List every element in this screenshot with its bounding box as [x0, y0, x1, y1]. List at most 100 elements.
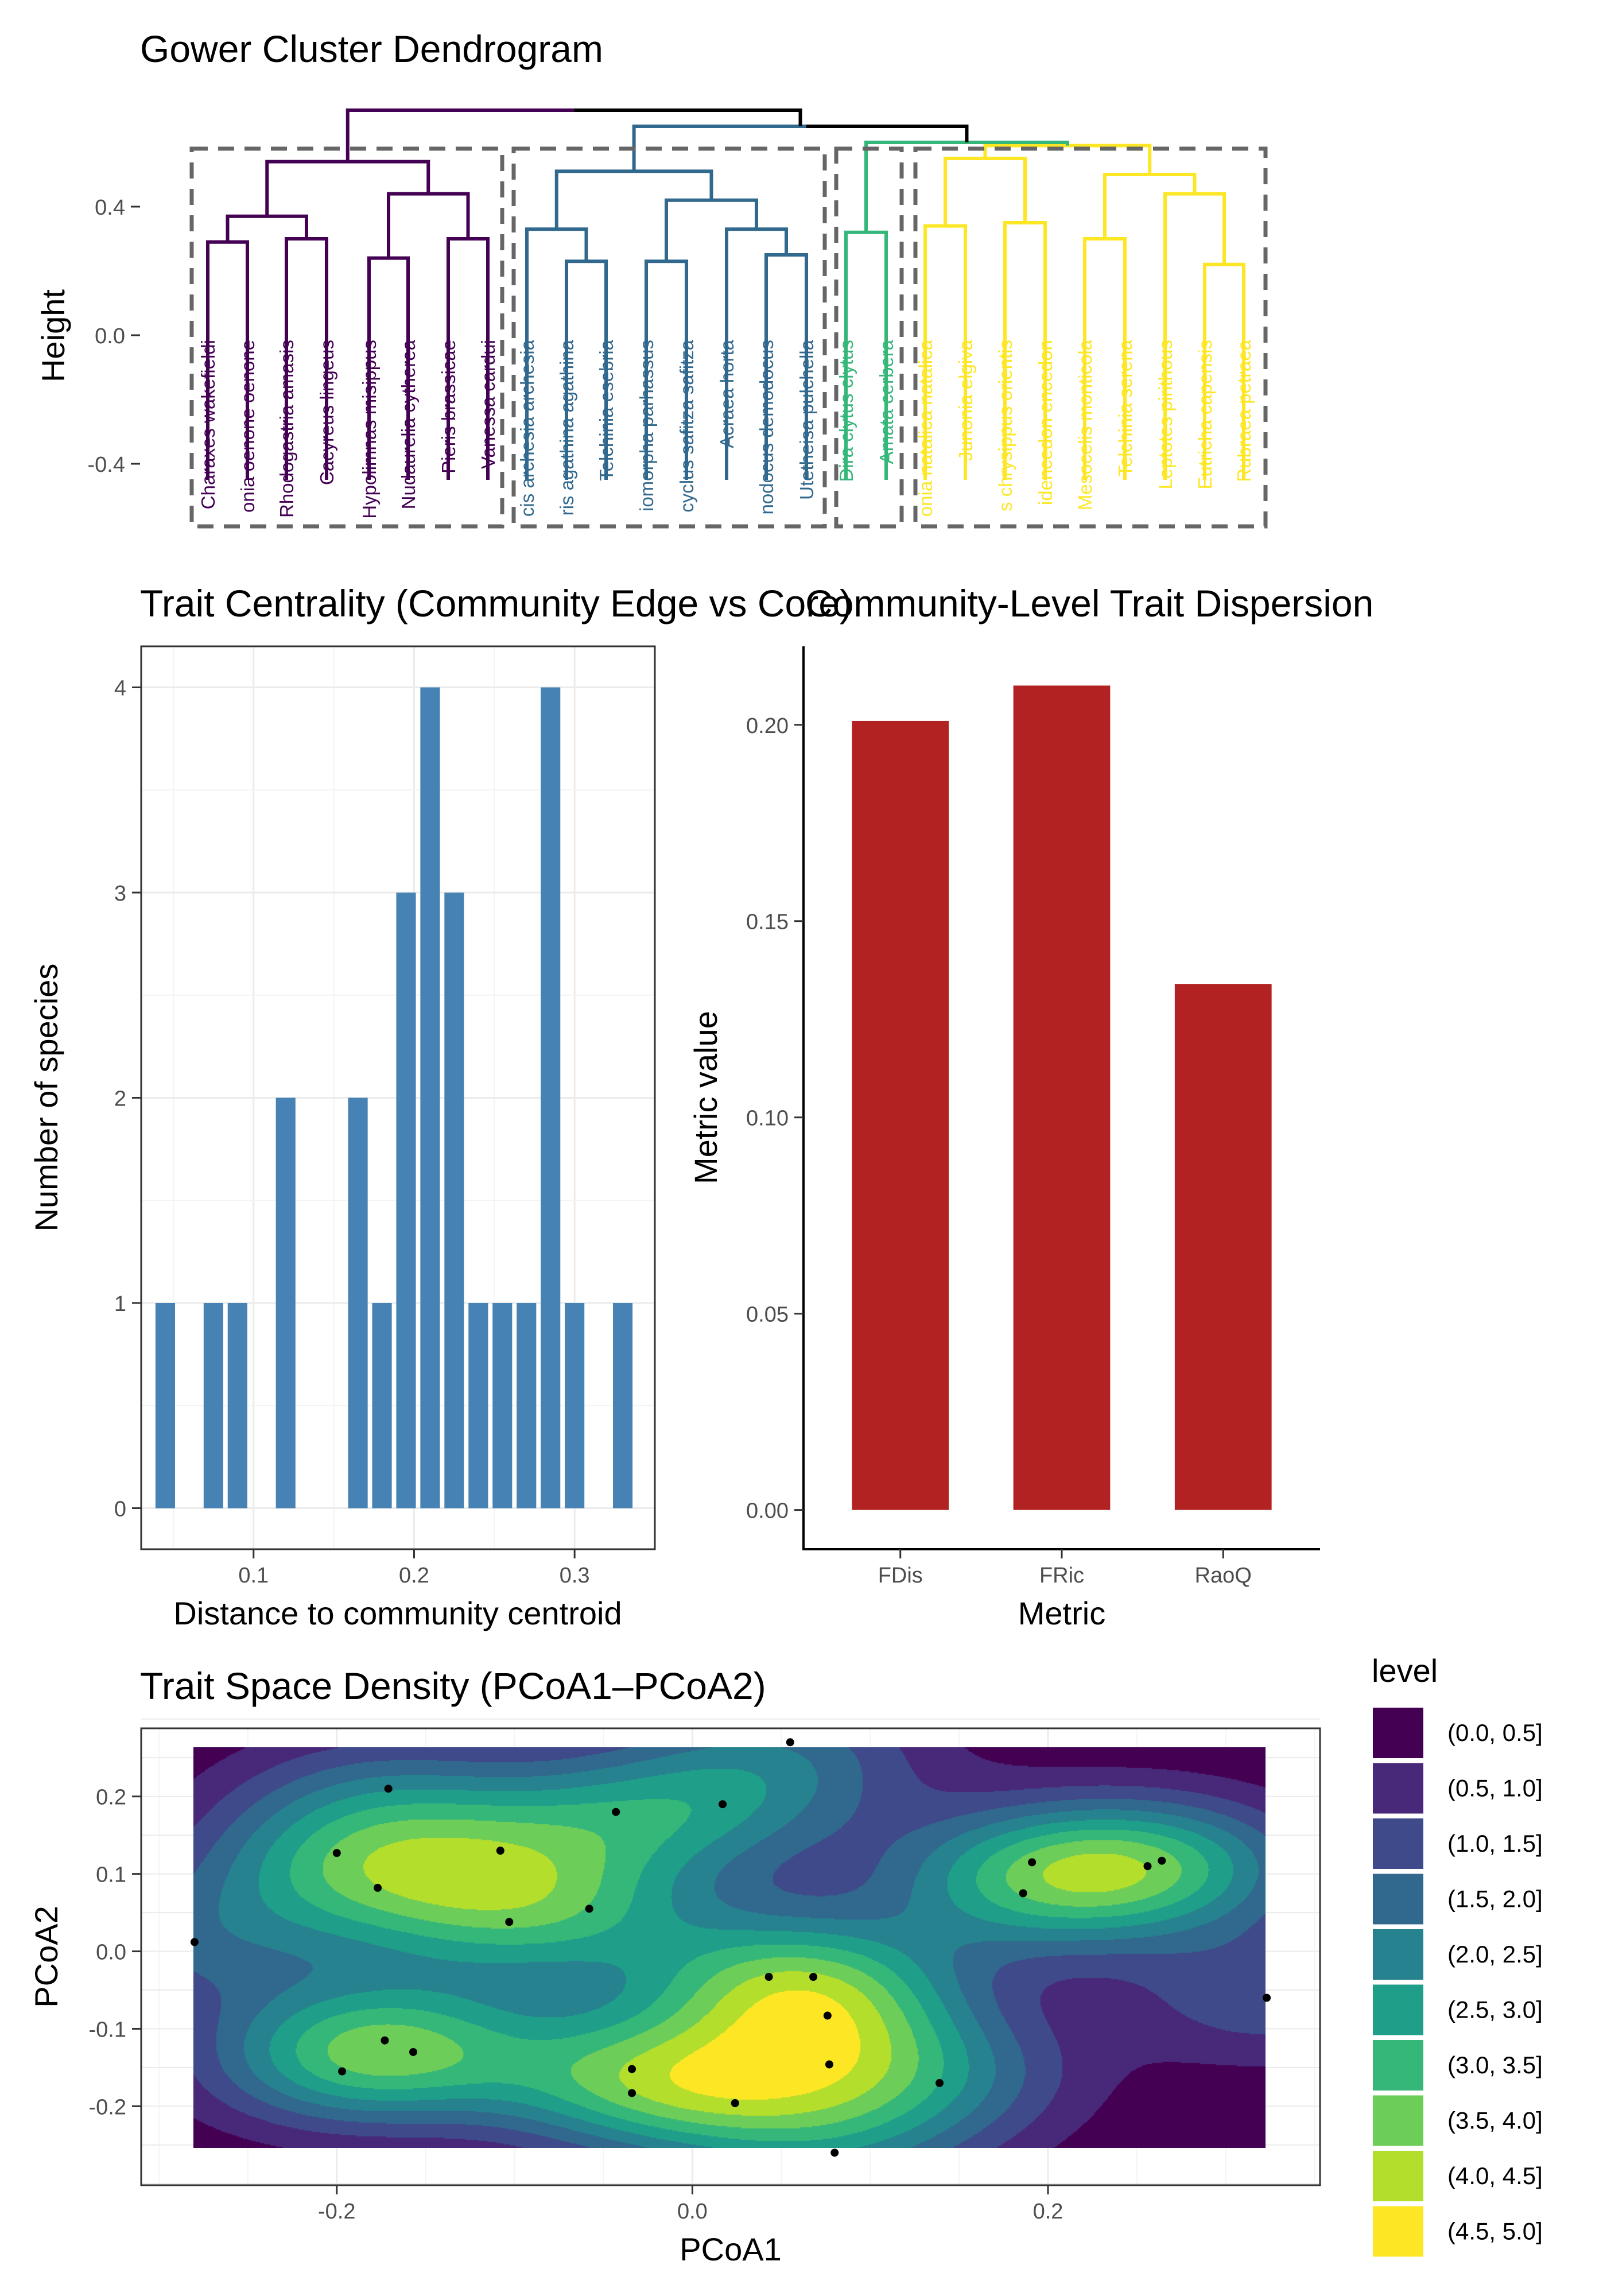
histogram-x-label: Distance to community centroid	[173, 1595, 622, 1631]
dendrogram-y-axis: 0.4 0.0 -0.4	[88, 196, 140, 477]
histogram-bar	[468, 1303, 488, 1508]
density-y-label: PCoA2	[28, 1906, 64, 2007]
histogram-bars	[155, 687, 633, 1508]
dendrogram-leaf-label: iomorpha parhassus	[636, 340, 657, 511]
dendrogram-leaf-label: cyclus safitza safitza	[676, 339, 697, 512]
histogram-bar	[396, 893, 416, 1508]
centrality-histogram-panel: Trait Centrality (Community Edge vs Core…	[28, 582, 852, 1631]
dispersion-y-tick-label: 0.00	[746, 1499, 789, 1523]
dendrogram-branch	[806, 125, 969, 142]
density-point	[585, 1905, 593, 1913]
histogram-bar	[444, 893, 464, 1508]
density-y-tick-label: -0.1	[89, 2018, 126, 2042]
density-point	[628, 2065, 636, 2073]
density-point	[825, 2060, 833, 2069]
dendrogram-y-tick-label: 0.4	[95, 196, 125, 220]
dendrogram-leaf-label: Telchinia esebria	[596, 339, 617, 480]
legend-label: (3.5, 4.0]	[1447, 2107, 1543, 2134]
dendrogram-leaf-label: Charaxes wakefieldi	[197, 340, 219, 509]
dispersion-x-label: Metric	[1018, 1595, 1105, 1631]
dendrogram-cluster-boxes	[189, 146, 1268, 529]
histogram-axis-ticks: 0.1 0.2 0.3 0 1 2 3 4	[114, 677, 590, 1588]
dendrogram-leaf-label: Acraea horta	[716, 339, 737, 448]
histogram-bar	[372, 1303, 392, 1508]
histogram-bar	[613, 1303, 633, 1508]
legend-label: (4.5, 5.0]	[1447, 2218, 1543, 2245]
histogram-y-tick-label: 2	[114, 1087, 126, 1111]
histogram-y-label: Number of species	[28, 964, 64, 1232]
density-point	[764, 1973, 773, 1981]
dispersion-x-tick-label: FDis	[878, 1564, 923, 1588]
dispersion-bars	[852, 685, 1272, 1510]
legend-swatch	[1373, 2040, 1423, 2091]
dendrogram-y-label: Height	[35, 289, 71, 382]
dispersion-y-label: Metric value	[688, 1011, 724, 1184]
dispersion-y-tick-label: 0.10	[746, 1107, 789, 1131]
density-point	[409, 2047, 417, 2056]
dendrogram-leaf-label: cis archesia archesia	[517, 339, 538, 517]
dendrogram-leaf-label: ris agathina agathina	[556, 339, 577, 515]
density-field	[193, 1747, 1266, 2148]
dispersion-title: Community-Level Trait Dispersion	[805, 582, 1373, 625]
dendrogram-branches	[206, 108, 1245, 480]
density-point	[786, 1738, 794, 1747]
density-point	[628, 2089, 636, 2097]
cluster-box	[913, 146, 1268, 529]
histogram-bar	[541, 687, 561, 1508]
histogram-bar	[275, 1097, 296, 1508]
histogram-x-tick-label: 0.1	[238, 1564, 269, 1588]
legend-swatch	[1373, 1708, 1423, 1758]
dispersion-bar	[852, 720, 949, 1510]
histogram-y-tick-label: 4	[114, 677, 126, 701]
density-y-tick-label: 0.0	[96, 1941, 126, 1965]
legend-swatch	[1373, 1818, 1423, 1869]
histogram-x-tick-label: 0.2	[399, 1564, 429, 1588]
dendrogram-leaf-label: Amata cerbera	[876, 339, 897, 464]
dispersion-x-tick-label: FRic	[1039, 1564, 1084, 1588]
legend-label: (2.5, 3.0]	[1447, 1996, 1543, 2023]
dendrogram-leaf-label: Rhodogastria amasis	[276, 340, 297, 518]
histogram-y-tick-label: 3	[114, 882, 126, 906]
histogram-x-tick-label: 0.3	[560, 1564, 590, 1588]
density-point	[338, 2067, 347, 2076]
dendrogram-leaf-label: idencedon encedon	[1035, 340, 1056, 505]
legend-swatch	[1373, 2151, 1423, 2201]
histogram-y-tick-label: 0	[114, 1498, 126, 1522]
density-panel: Trait Space Density (PCoA1–PCoA2) -0.2 0.…	[28, 1653, 1543, 2267]
histogram-bar	[492, 1303, 513, 1508]
density-x-tick-label: -0.2	[318, 2200, 355, 2224]
histogram-bar	[203, 1303, 223, 1508]
density-point	[612, 1808, 620, 1816]
density-legend: level (0.0, 0.5] (0.5, 1.0] (1.0, 1.5] (1.5…	[1372, 1653, 1543, 2257]
dendrogram-leaf-label: Vanessa cardui	[478, 340, 499, 469]
density-point	[384, 1785, 393, 1793]
histogram-panel-border	[140, 645, 656, 1550]
dendrogram-root-branch	[346, 108, 575, 162]
density-x-tick-label: 0.0	[677, 2200, 708, 2224]
dendrogram-leaf-label: onia oenone oenone	[237, 340, 258, 513]
density-point	[190, 1938, 199, 1946]
density-point	[936, 2078, 944, 2087]
density-point	[719, 1800, 727, 1809]
dendrogram-leaf-label: Hypolimnas misippus	[359, 340, 380, 519]
density-point	[505, 1918, 514, 1926]
legend-label: (0.5, 1.0]	[1447, 1775, 1543, 1802]
dispersion-x-tick-label: RaoQ	[1195, 1564, 1252, 1588]
histogram-bar	[420, 687, 440, 1508]
legend-swatch	[1373, 1984, 1423, 2035]
dendrogram-y-tick-label: 0.0	[95, 324, 125, 348]
dendrogram-leaf-label: Junonia elgiva	[955, 339, 976, 461]
histogram-title: Trait Centrality (Community Edge vs Core…	[140, 582, 852, 625]
density-field-container	[193, 1747, 1266, 2148]
dispersion-y-tick-label: 0.05	[746, 1303, 789, 1327]
density-point	[332, 1849, 341, 1857]
density-axis-ticks: -0.2 0.0 0.2 0.2 0.1 0.0 -0.1 -0.2	[89, 1786, 1063, 2224]
legend-items: (0.0, 0.5] (0.5, 1.0] (1.0, 1.5] (1.5, 2.0]…	[1373, 1708, 1543, 2257]
density-point	[823, 2011, 832, 2020]
dendrogram-leaf-label: Nudaurelia cytherea	[398, 339, 419, 509]
legend-swatch	[1373, 1763, 1423, 1814]
dispersion-y-tick-label: 0.15	[746, 910, 789, 934]
dendrogram-leaf-label: Mesocelis monticola	[1074, 339, 1096, 510]
dendrogram-leaf-label: Utetheisa pulchella	[796, 339, 817, 499]
cluster-box	[834, 146, 904, 529]
